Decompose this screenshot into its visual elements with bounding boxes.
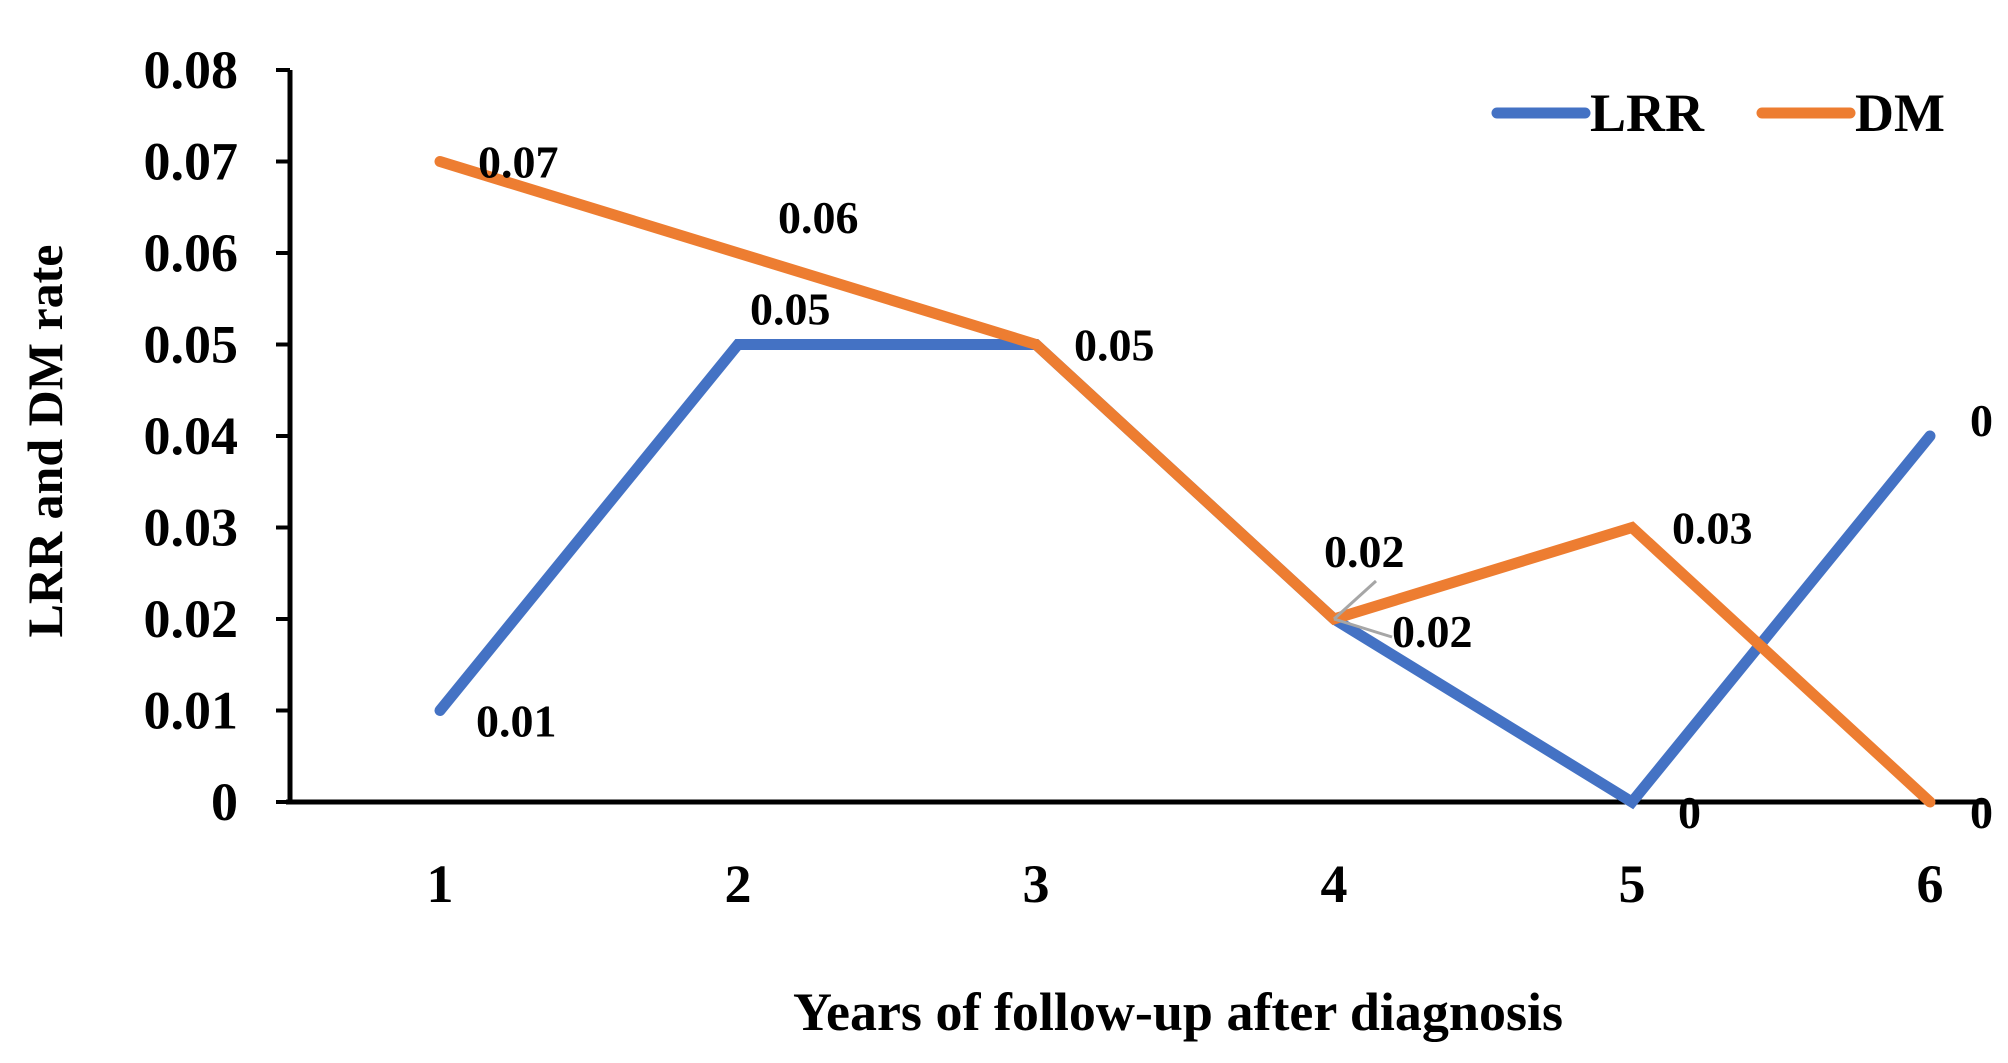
x-tick-labels: 1 2 3 4 5 6 xyxy=(427,854,1944,914)
y-tick-label: 0.08 xyxy=(144,40,239,100)
legend-label: LRR xyxy=(1590,83,1705,143)
data-label-lrr: 0.05 xyxy=(750,284,831,335)
y-tick-label: 0.03 xyxy=(144,498,239,558)
y-tick-label: 0.05 xyxy=(144,315,239,375)
legend-item-lrr: LRR xyxy=(1491,83,1705,143)
data-label-dm: 0.05 xyxy=(1074,320,1155,371)
y-tick-labels: 0 0.01 0.02 0.03 0.04 0.05 0.06 0.07 0.08 xyxy=(144,40,239,832)
y-tick-label: 0.01 xyxy=(144,681,239,741)
legend-item-dm: DM xyxy=(1756,83,1945,143)
x-tick-label: 1 xyxy=(427,854,454,914)
data-labels: 0.01 0.05 0.02 0 0 0.07 0.06 0.05 0.02 0.03 0 xyxy=(476,137,1993,839)
y-tick-label: 0.07 xyxy=(144,132,239,192)
x-tick-label: 6 xyxy=(1917,854,1944,914)
series-line-lrr xyxy=(434,339,1936,810)
data-label-lrr: 0 xyxy=(1678,787,1701,838)
x-axis-title: Years of follow-up after diagnosis xyxy=(793,982,1563,1042)
y-tick-label: 0 xyxy=(211,772,238,832)
leader-line xyxy=(1332,579,1378,621)
data-label-dm: 0.02 xyxy=(1324,526,1405,577)
x-tick-label: 2 xyxy=(725,854,752,914)
legend: LRR DM xyxy=(1491,83,1945,143)
data-label-dm: 0 xyxy=(1970,787,1993,838)
data-label-lrr: 0.02 xyxy=(1392,606,1473,657)
y-axis-title: LRR and DM rate xyxy=(17,244,73,637)
data-label-dm: 0.06 xyxy=(778,192,859,243)
legend-label: DM xyxy=(1855,83,1945,143)
data-label-dm: 0.03 xyxy=(1672,503,1753,554)
y-tick-label: 0.06 xyxy=(144,223,239,283)
y-tick-label: 0.04 xyxy=(144,406,239,466)
x-tick-label: 5 xyxy=(1619,854,1646,914)
y-tick-label: 0.02 xyxy=(144,589,239,649)
axes xyxy=(276,68,1985,805)
data-label-lrr: 0 xyxy=(1970,395,1993,446)
x-tick-label: 4 xyxy=(1321,854,1348,914)
data-label-lrr: 0.01 xyxy=(476,696,557,747)
series-lines xyxy=(434,156,1936,810)
x-tick-label: 3 xyxy=(1023,854,1050,914)
label-leader-lines xyxy=(1332,579,1393,639)
leader-line xyxy=(1333,617,1393,639)
series-line-dm xyxy=(434,156,1936,808)
data-label-dm: 0.07 xyxy=(478,137,559,188)
